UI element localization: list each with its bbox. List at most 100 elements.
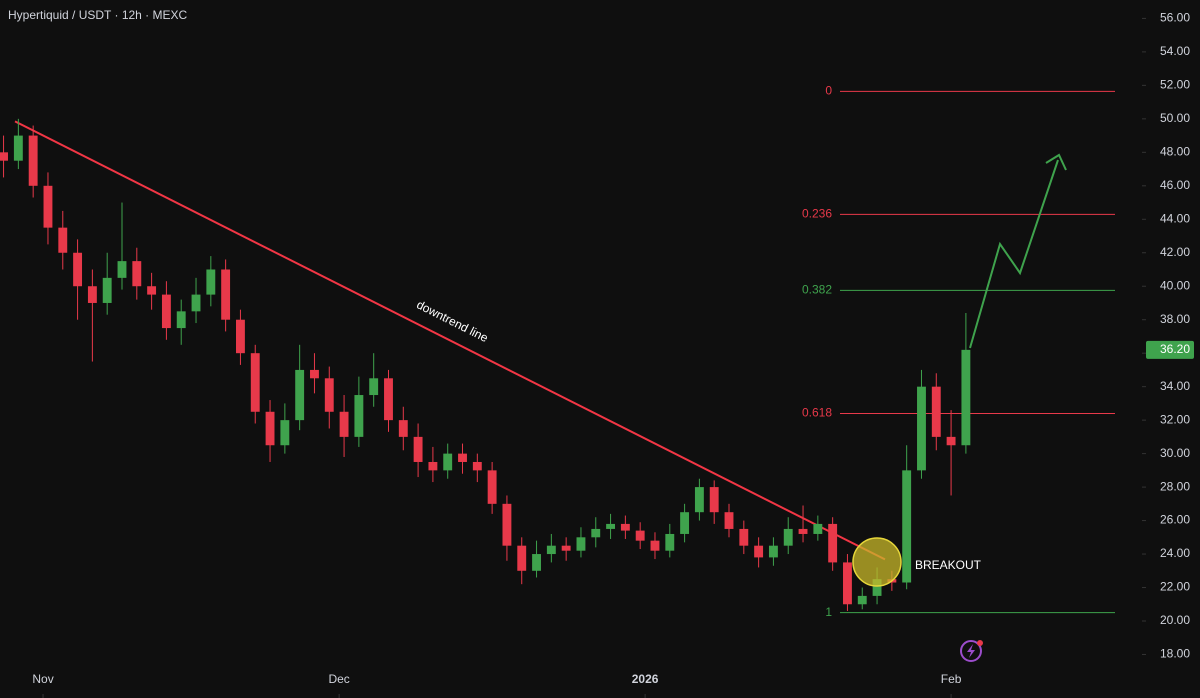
x-tick-label: Feb bbox=[941, 672, 962, 686]
y-tick-label: 28.00 bbox=[1160, 479, 1190, 493]
arrow-head bbox=[1045, 153, 1067, 171]
candle-body bbox=[384, 378, 393, 421]
candle-body bbox=[828, 523, 838, 563]
candle-body bbox=[680, 512, 690, 534]
candle-body bbox=[561, 545, 571, 551]
candle-body bbox=[13, 135, 23, 161]
candle-body bbox=[857, 595, 867, 605]
x-tick-label: Nov bbox=[32, 672, 53, 686]
candle-body bbox=[620, 523, 630, 531]
candle-body bbox=[917, 386, 926, 471]
trendline bbox=[14, 120, 886, 561]
candle-body bbox=[354, 395, 364, 437]
candle-body bbox=[206, 269, 216, 295]
candle-body bbox=[191, 294, 201, 312]
candle-body bbox=[635, 530, 645, 541]
candle-body bbox=[946, 436, 956, 446]
y-tick-label: 40.00 bbox=[1160, 278, 1190, 292]
candle-body bbox=[58, 227, 68, 253]
candle-body bbox=[87, 286, 97, 303]
y-tick-label: 30.00 bbox=[1160, 446, 1190, 460]
annotation: BREAKOUT bbox=[915, 558, 982, 572]
candle-body bbox=[250, 353, 260, 412]
y-tick-label: 54.00 bbox=[1160, 44, 1190, 58]
fib-label: 0.382 bbox=[802, 283, 832, 297]
candle-body bbox=[132, 261, 142, 287]
candle-body bbox=[487, 470, 497, 504]
candle-body bbox=[650, 540, 660, 551]
candle-body bbox=[102, 277, 112, 303]
candle-body bbox=[147, 286, 157, 295]
fib-label: 1 bbox=[825, 605, 832, 619]
candle-body bbox=[768, 545, 778, 558]
y-tick-label: 52.00 bbox=[1160, 78, 1190, 92]
y-tick-label: 38.00 bbox=[1160, 312, 1190, 326]
icon-dot bbox=[977, 640, 983, 646]
candle-body bbox=[161, 294, 171, 329]
candle-body bbox=[546, 545, 556, 555]
candle-body bbox=[428, 461, 438, 471]
candle-body bbox=[709, 487, 719, 513]
y-tick-label: 34.00 bbox=[1160, 379, 1190, 393]
y-tick-label: 50.00 bbox=[1160, 111, 1190, 125]
candle-body bbox=[443, 453, 453, 471]
x-tick-label: 2026 bbox=[632, 672, 659, 686]
candle-body bbox=[369, 378, 379, 396]
candle-body bbox=[398, 420, 408, 437]
candle-body bbox=[694, 487, 704, 513]
y-tick-label: 18.00 bbox=[1160, 647, 1190, 661]
y-tick-label: 20.00 bbox=[1160, 613, 1190, 627]
candle-body bbox=[117, 261, 127, 278]
candle-body bbox=[176, 311, 186, 329]
candle-body bbox=[961, 349, 971, 446]
candle-body bbox=[576, 537, 586, 551]
candle-body bbox=[339, 411, 349, 437]
candle-body bbox=[280, 420, 290, 446]
candle-body bbox=[739, 528, 749, 546]
last-price-label: 36.20 bbox=[1160, 342, 1190, 356]
candle-body bbox=[843, 562, 852, 605]
candle-body bbox=[754, 545, 764, 558]
candle-body bbox=[28, 135, 38, 186]
candle-body bbox=[502, 503, 512, 546]
icon-bolt bbox=[967, 644, 975, 658]
candle-body bbox=[724, 512, 734, 529]
candle-body bbox=[517, 545, 527, 571]
candle-body bbox=[606, 523, 616, 529]
candle-body bbox=[235, 319, 245, 354]
y-tick-label: 48.00 bbox=[1160, 144, 1190, 158]
candle-body bbox=[813, 523, 823, 534]
candle-body bbox=[310, 369, 319, 379]
y-tick-label: 46.00 bbox=[1160, 178, 1190, 192]
candle-body bbox=[265, 411, 275, 446]
y-tick-label: 42.00 bbox=[1160, 245, 1190, 259]
y-tick-label: 32.00 bbox=[1160, 412, 1190, 426]
candle-body bbox=[324, 378, 334, 412]
projection-arrow bbox=[969, 159, 1059, 349]
x-tick-label: Dec bbox=[328, 672, 349, 686]
y-tick-label: 56.00 bbox=[1160, 11, 1190, 25]
fib-label: 0 bbox=[825, 84, 832, 98]
candle-body bbox=[532, 554, 541, 571]
last-price-badge bbox=[1146, 340, 1194, 359]
candle-body bbox=[413, 436, 423, 462]
candle-body bbox=[931, 386, 941, 437]
candle-body bbox=[73, 252, 83, 287]
chart-title: Hypertiquid / USDT · 12h · MEXC bbox=[8, 8, 188, 22]
candle-body bbox=[472, 461, 482, 471]
candle-body bbox=[458, 453, 467, 462]
candle-body bbox=[798, 528, 808, 534]
candle-body bbox=[591, 528, 601, 538]
fib-label: 0.618 bbox=[802, 406, 832, 420]
y-tick-label: 44.00 bbox=[1160, 211, 1190, 225]
y-tick-label: 22.00 bbox=[1160, 580, 1190, 594]
candle-body bbox=[221, 269, 231, 320]
candle-body bbox=[783, 528, 793, 546]
candle-body bbox=[902, 470, 912, 583]
y-tick-label: 24.00 bbox=[1160, 546, 1190, 560]
icon[interactable] bbox=[960, 640, 982, 662]
candle-body bbox=[872, 579, 882, 596]
